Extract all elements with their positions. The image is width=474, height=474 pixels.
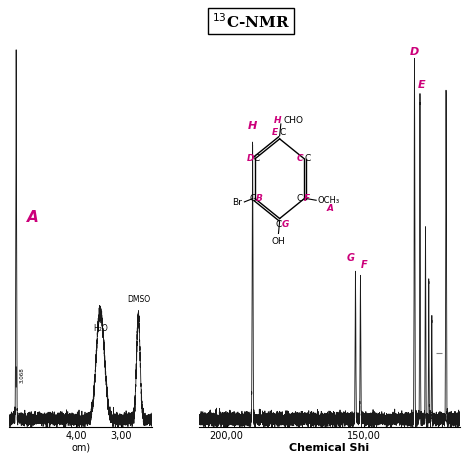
Text: C: C [304,155,310,163]
X-axis label: om): om) [71,443,90,453]
Text: F: F [304,194,310,203]
X-axis label: Chemical Shi: Chemical Shi [289,443,370,453]
Text: 3.068: 3.068 [19,367,24,383]
Text: DMSO: DMSO [127,294,150,303]
Text: $^{13}$C-NMR: $^{13}$C-NMR [212,12,291,31]
Text: D: D [410,47,419,57]
Text: D: D [246,155,254,163]
Text: G: G [346,253,355,263]
Text: CHO: CHO [284,116,304,125]
Text: OH: OH [272,237,285,246]
Text: A: A [27,210,38,225]
Text: A: A [327,204,334,213]
Text: H: H [248,121,257,131]
Text: H₂O: H₂O [93,324,108,333]
Text: B: B [256,194,263,203]
Text: C: C [297,194,303,203]
Text: F: F [361,261,368,271]
Text: C: C [254,155,260,163]
Text: C: C [280,128,286,137]
Text: G: G [282,220,289,229]
Text: H: H [273,116,281,125]
Text: E: E [418,80,425,91]
Text: C: C [275,220,282,229]
Text: OCH₃: OCH₃ [317,196,339,205]
Text: C: C [250,194,256,203]
Text: Br: Br [232,198,242,207]
Text: E: E [272,128,278,137]
Text: C: C [296,155,303,163]
